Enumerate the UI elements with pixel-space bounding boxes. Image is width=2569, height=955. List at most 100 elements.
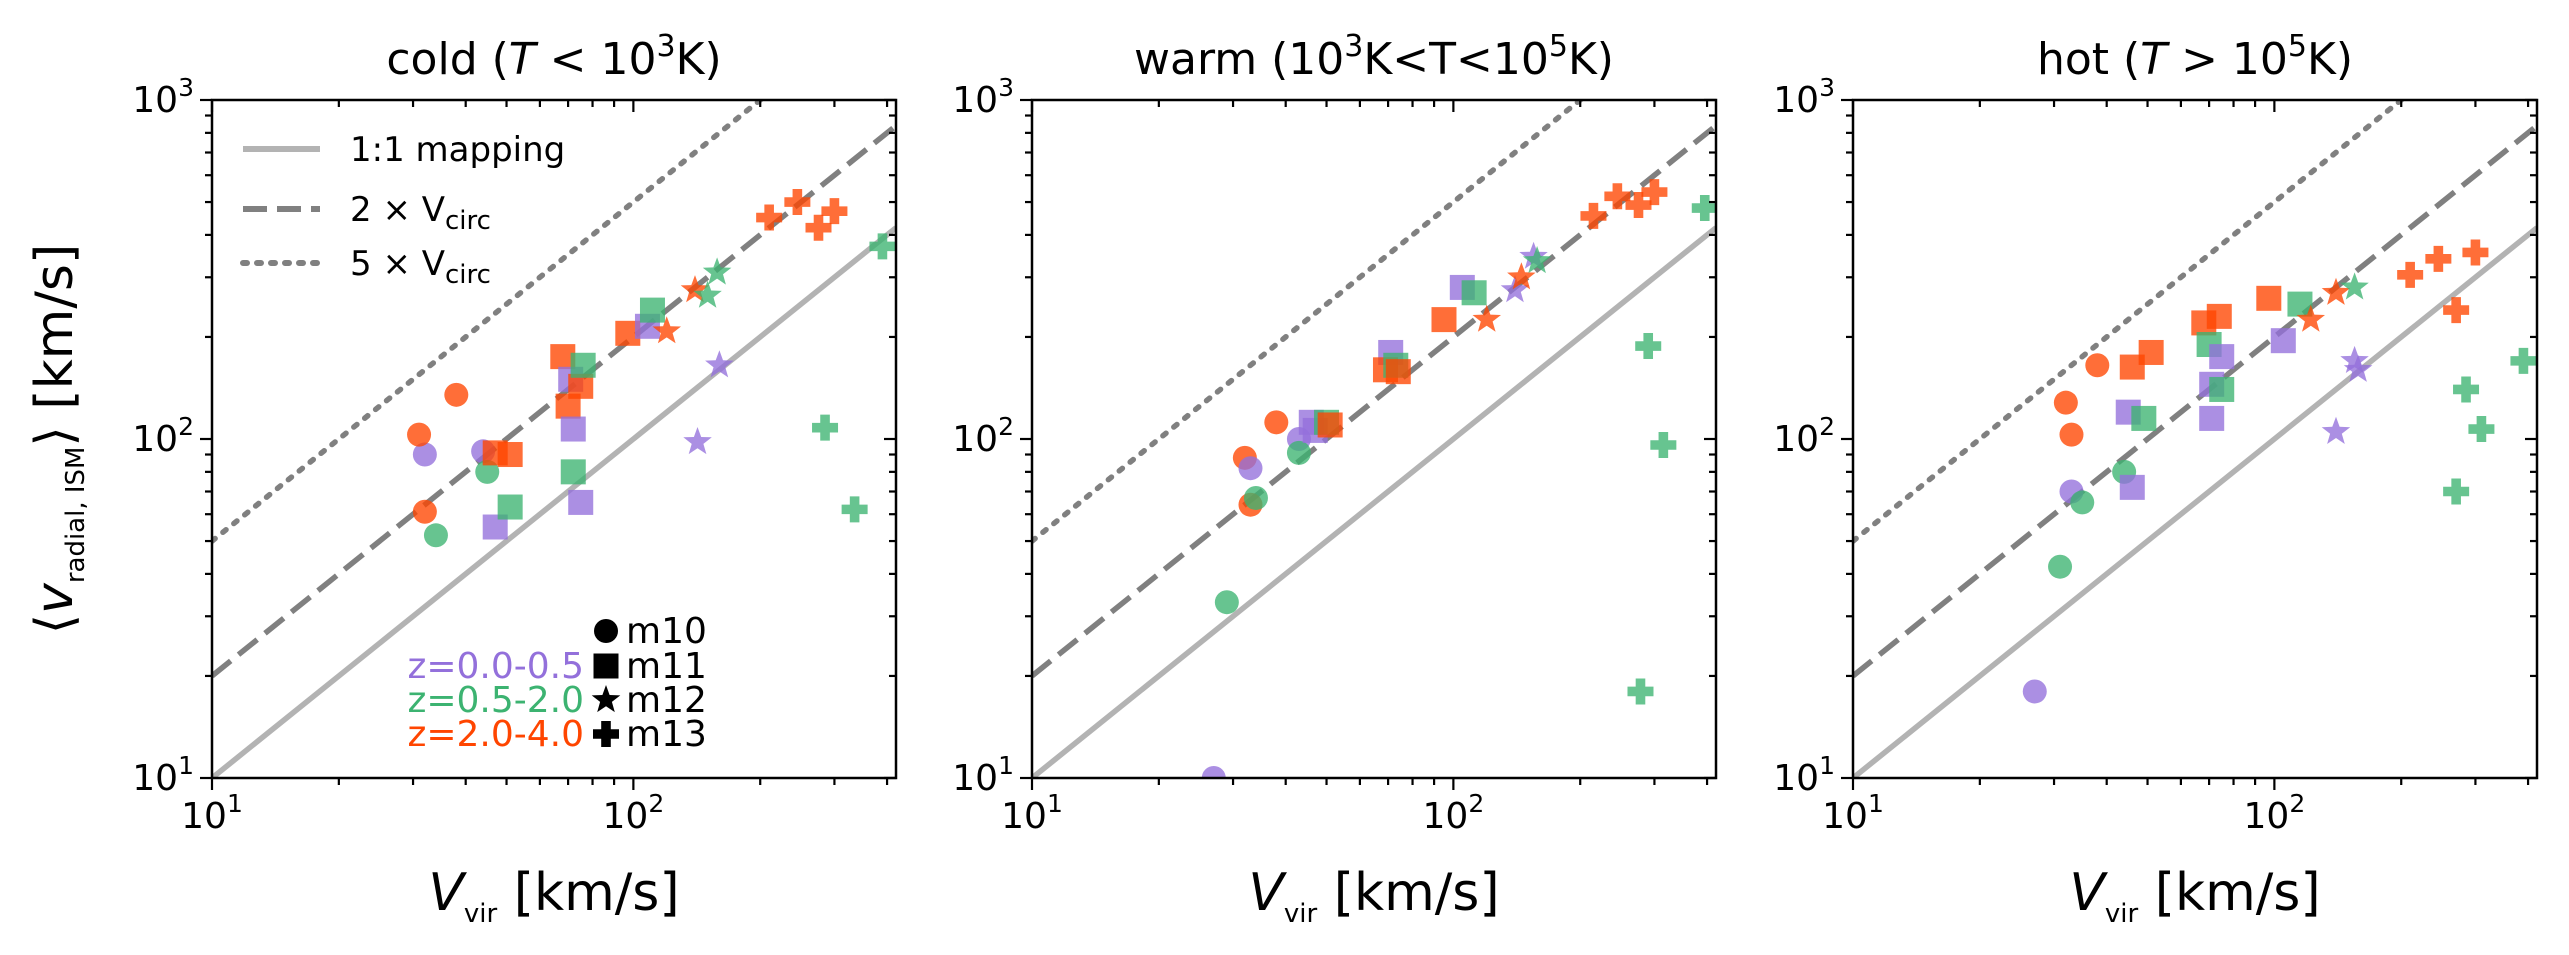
data-point [2053, 390, 2078, 415]
panel-hot: hot (T > 105K) 101 102 101 102 103 Vvir [km/… [1773, 29, 2539, 929]
data-point [805, 214, 832, 241]
data-point [821, 198, 848, 225]
data-point [560, 416, 586, 442]
data-point [1625, 192, 1652, 219]
panel-title-warm: warm (103K<T<105K) [1134, 29, 1614, 85]
x-axis-label: Vvir [km/s] [2069, 863, 2320, 929]
data-point [497, 442, 523, 468]
one-to-one-line [1853, 225, 2537, 778]
y-tick-label: 101 [1773, 751, 1835, 799]
data-point [841, 496, 868, 523]
data-point [683, 427, 712, 455]
y-tick-label: 102 [952, 412, 1014, 460]
y-tick-label: 103 [1773, 73, 1835, 121]
data-point [570, 352, 596, 378]
data-point [444, 382, 469, 407]
five-vcirc-line [1853, 100, 2406, 544]
data-point [705, 350, 734, 378]
panel-title-cold: cold (T < 103K) [386, 29, 721, 85]
legend-label-5vcirc: 5 × Vcirc [350, 244, 491, 290]
data-point [2343, 354, 2373, 382]
data-point [2321, 277, 2351, 305]
x-tick-label: 101 [1822, 789, 1884, 837]
data-point [1286, 440, 1311, 465]
data-point [2059, 422, 2084, 447]
y-tick-label: 102 [132, 412, 194, 460]
data-point [2340, 345, 2369, 373]
data-point [2206, 303, 2232, 329]
data-point [1243, 485, 1268, 510]
x-tick-label: 101 [1001, 789, 1063, 837]
data-point [2462, 239, 2489, 266]
x-tick-label: 102 [1423, 789, 1485, 837]
data-point [2131, 405, 2157, 431]
data-point [412, 499, 437, 524]
legend-star-icon [591, 685, 621, 713]
five-vcirc-line [1032, 100, 1585, 544]
data-point [2199, 405, 2225, 431]
data-point [1214, 590, 1239, 615]
data-point [1580, 202, 1607, 229]
data-point [2468, 416, 2495, 443]
legend-m10: m10 [626, 611, 707, 652]
data-point [702, 257, 732, 285]
data-point [497, 494, 523, 520]
data-point [2138, 339, 2164, 365]
data-point [568, 373, 594, 399]
data-point [1519, 241, 1548, 269]
data-point [475, 459, 500, 484]
legend-label-1to1: 1:1 mapping [350, 130, 565, 170]
data-point [2453, 376, 2480, 403]
data-point [2397, 261, 2424, 288]
data-point [2340, 272, 2369, 300]
legend-circle-icon [594, 619, 618, 643]
data-point [1627, 678, 1654, 705]
x-tick-label: 102 [603, 789, 665, 837]
data-point [1604, 183, 1631, 210]
legend-z1: z=0.5-2.0 [407, 680, 584, 721]
x-axis-label: Vvir [km/s] [1248, 863, 1499, 929]
legend-square-icon [593, 653, 619, 679]
data-point [2209, 376, 2235, 402]
data-point [1650, 432, 1677, 459]
y-tick-label: 103 [132, 73, 194, 121]
plot-frame [1030, 98, 1718, 780]
data-point [2048, 554, 2073, 579]
data-point [639, 297, 665, 323]
x-tick-label: 102 [2244, 789, 2306, 837]
y-axis-label: ⟨vradial, ISM⟩ [km/s] [25, 244, 91, 635]
data-point [1238, 456, 1263, 481]
y-tick-label: 103 [952, 73, 1014, 121]
x-axis-label: Vvir [km/s] [428, 863, 679, 929]
data-point [2321, 416, 2351, 444]
legend-m12: m12 [626, 680, 707, 721]
data-point [1264, 410, 1289, 435]
data-point [1507, 262, 1536, 290]
data-point [869, 233, 896, 260]
data-point [2119, 474, 2145, 500]
data-point [1201, 766, 1226, 778]
two-vcirc-line [1853, 123, 2537, 679]
five-vcirc-line [212, 100, 765, 544]
data-point [1385, 359, 1411, 385]
data-point [412, 442, 437, 467]
panel-cold: cold (T < 103K) 101 102 101 102 103 Vvir [km… [132, 29, 898, 929]
data-point [423, 523, 448, 548]
data-point [1691, 195, 1716, 222]
data-point [568, 489, 594, 515]
data-point [1431, 307, 1457, 333]
redshift-marker-legend: z=0.0-0.5 z=0.5-2.0 z=2.0-4.0 m10 m11 m1… [407, 611, 706, 755]
data-point [756, 204, 783, 231]
data-point [2443, 478, 2470, 505]
y-tick-label: 101 [132, 751, 194, 799]
line-legend: 1:1 mapping 2 × Vcirc 5 × Vcirc [240, 130, 565, 290]
data-point [680, 275, 710, 303]
legend-label-2vcirc: 2 × Vcirc [350, 190, 491, 236]
data-point [407, 422, 432, 447]
data-point [2070, 490, 2095, 515]
data-point [1317, 412, 1343, 438]
data-point [2209, 344, 2235, 370]
data-point [2425, 245, 2452, 272]
data-point [1461, 280, 1487, 306]
data-point [1641, 179, 1668, 206]
